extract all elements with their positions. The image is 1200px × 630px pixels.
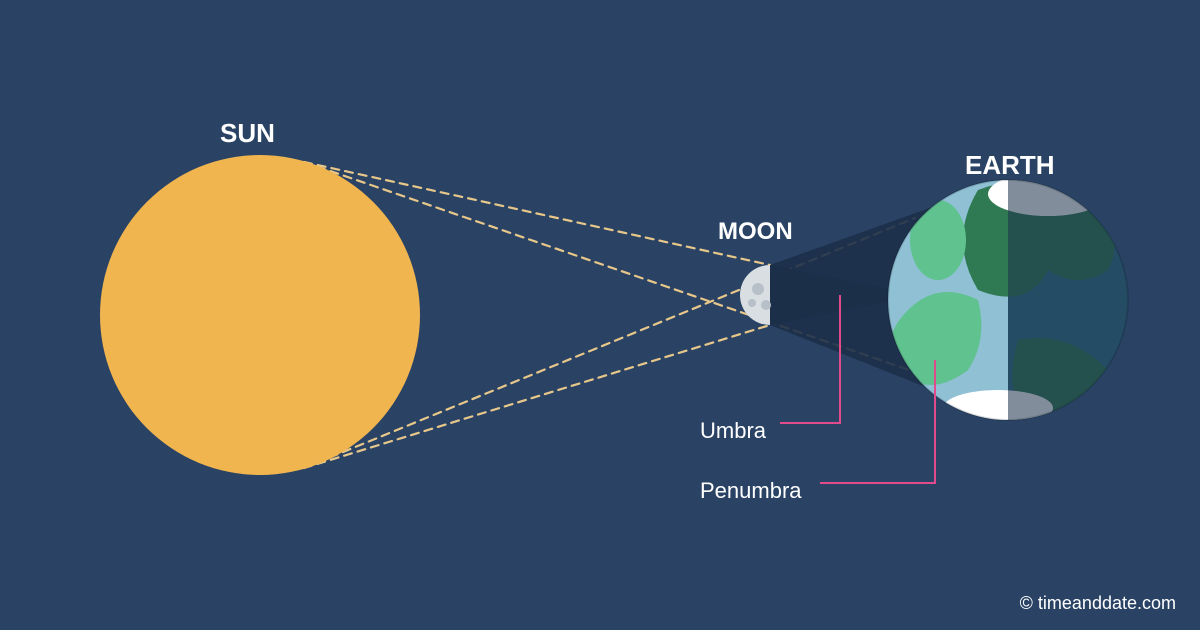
umbra-label: Umbra: [700, 418, 766, 444]
credit-text: © timeanddate.com: [1020, 593, 1176, 614]
diagram-svg: [0, 0, 1200, 630]
eclipse-diagram: SUN MOON EARTH Umbra Penumbra © timeandd…: [0, 0, 1200, 630]
moon: [740, 265, 800, 325]
moon-label: MOON: [718, 218, 793, 246]
sun: [100, 155, 420, 475]
earth-label: EARTH: [965, 150, 1055, 181]
sun-label: SUN: [220, 118, 275, 149]
penumbra-label: Penumbra: [700, 478, 802, 504]
